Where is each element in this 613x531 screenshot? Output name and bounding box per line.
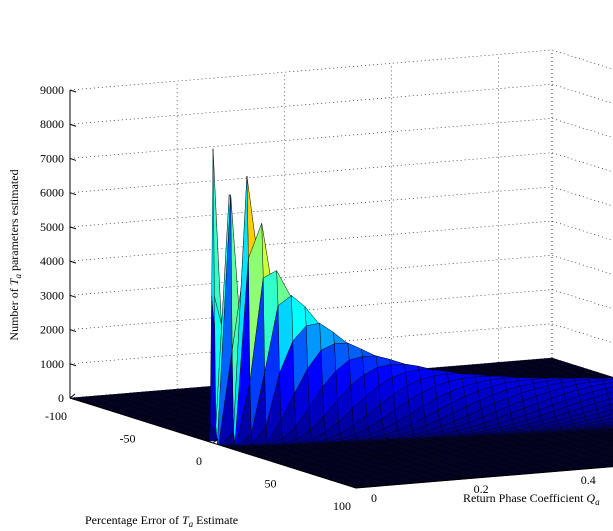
grid-line-z-9 [69, 49, 613, 91]
grid-line-z-7 [69, 118, 613, 159]
grid-line-z-3 [69, 254, 613, 296]
grid-line-z-6 [69, 152, 613, 193]
surface-patch [389, 359, 405, 365]
grid-line-z-8 [69, 83, 613, 125]
grid-line-z-5 [69, 186, 613, 228]
grid-line-z-4 [69, 220, 613, 262]
surface [69, 148, 613, 489]
